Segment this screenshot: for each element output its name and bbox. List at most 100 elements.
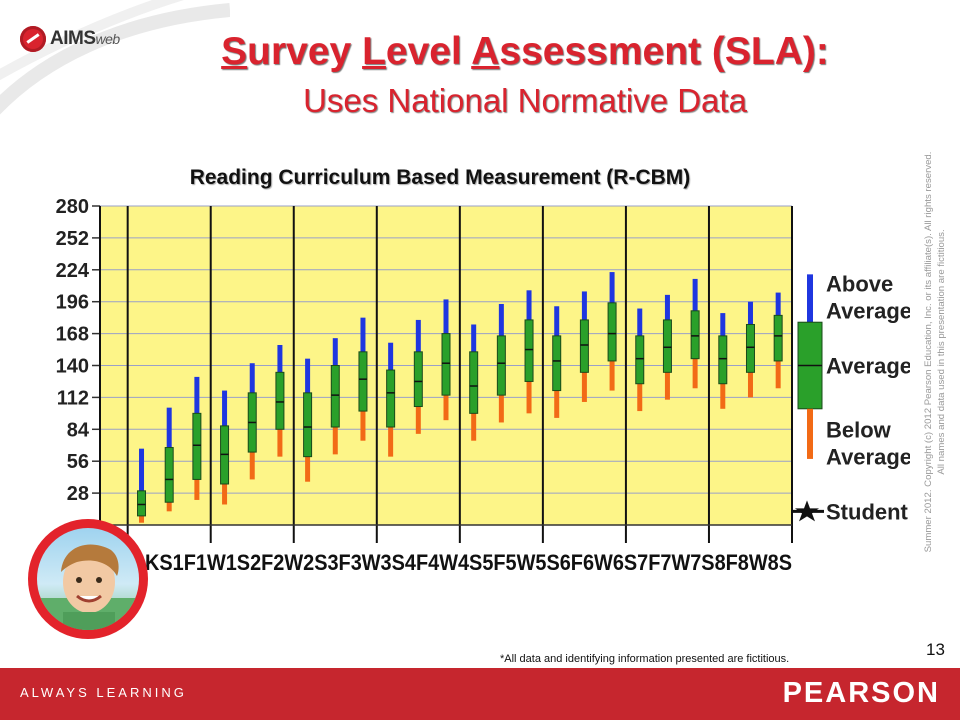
y-tick-label: 252 — [56, 228, 89, 250]
above-average-whisker — [166, 407, 172, 448]
below-average-whisker — [222, 483, 228, 505]
y-tick-label: 84 — [67, 419, 90, 441]
footer-tagline: ALWAYS LEARNING — [20, 685, 187, 700]
average-box — [635, 335, 645, 385]
legend-below-swatch — [807, 408, 813, 459]
y-tick-label: 28 — [67, 483, 89, 505]
above-average-whisker — [498, 303, 504, 336]
below-average-whisker — [332, 427, 338, 455]
above-average-whisker — [609, 272, 615, 303]
above-average-whisker — [471, 324, 477, 352]
above-average-whisker — [720, 313, 726, 336]
above-average-whisker — [388, 342, 394, 371]
average-box — [413, 351, 423, 408]
fictitious-data-footnote: *All data and identifying information pr… — [500, 653, 790, 665]
aimsweb-logo-text: AIMSweb — [50, 28, 120, 49]
average-box — [662, 319, 672, 373]
below-average-whisker — [498, 395, 504, 423]
rcbm-chart: 28 56 84 112 140 168 196 224 252 280 KS1F1W1S2F2W2… — [56, 196, 910, 575]
below-average-whisker — [249, 452, 255, 480]
footer-bar: ALWAYS LEARNING PEARSON — [0, 668, 960, 720]
above-average-whisker — [415, 319, 421, 352]
aimsweb-logo: AIMSweb — [20, 26, 120, 52]
above-average-whisker — [305, 358, 311, 393]
above-average-whisker — [581, 291, 587, 320]
slide-title: Survey Level Assessment (SLA): — [221, 30, 829, 73]
average-box — [773, 314, 783, 362]
legend-label-below-average: Below — [826, 417, 892, 442]
above-average-whisker — [664, 294, 670, 320]
legend-label-student: Student — [826, 499, 909, 524]
below-average-whisker — [194, 479, 200, 500]
below-average-whisker — [692, 358, 698, 389]
below-average-whisker — [277, 429, 283, 457]
below-average-whisker — [720, 383, 726, 409]
legend-label-above-average: Above — [826, 271, 893, 296]
below-average-whisker — [581, 372, 587, 402]
average-box — [745, 323, 755, 373]
above-average-whisker — [554, 306, 560, 336]
average-box — [524, 319, 534, 382]
above-average-whisker — [775, 292, 781, 316]
average-box — [607, 302, 617, 362]
y-tick-label: 280 — [56, 196, 89, 218]
average-box — [192, 412, 202, 480]
below-average-whisker — [637, 383, 643, 412]
chart-title: Reading Curriculum Based Measurement (R-… — [189, 166, 691, 189]
average-box — [469, 351, 479, 414]
y-tick-label: 196 — [56, 292, 89, 314]
y-tick-label: 112 — [57, 387, 89, 409]
student-portrait-image — [37, 544, 139, 630]
legend-student-star — [795, 500, 819, 522]
above-average-whisker — [747, 301, 753, 325]
above-average-whisker — [443, 299, 449, 334]
above-average-whisker — [692, 278, 698, 311]
average-box — [330, 365, 340, 428]
above-average-whisker — [222, 390, 228, 426]
legend-label-below-average: Average — [826, 444, 910, 469]
pearson-logo-text: PEARSON — [782, 677, 940, 709]
average-box — [441, 333, 451, 396]
below-average-whisker — [139, 515, 145, 523]
average-box — [275, 371, 285, 430]
below-average-whisker — [747, 372, 753, 398]
y-tick-label: 140 — [56, 356, 89, 378]
average-box — [690, 310, 700, 360]
below-average-whisker — [609, 360, 615, 391]
average-box — [552, 335, 562, 392]
average-box — [386, 369, 396, 428]
below-average-whisker — [526, 381, 532, 414]
below-average-whisker — [166, 502, 172, 512]
average-box — [579, 319, 589, 373]
copyright-note: Summer 2012. Copyright (c) 2012 Pearson … — [922, 92, 952, 612]
y-tick-label: 224 — [56, 260, 90, 282]
average-box — [164, 447, 174, 503]
y-tick-label: 56 — [67, 451, 89, 473]
legend-label-above-average: Average — [826, 298, 910, 323]
above-average-whisker — [526, 290, 532, 320]
below-average-whisker — [305, 456, 311, 482]
below-average-whisker — [360, 411, 366, 441]
below-average-whisker — [775, 360, 781, 389]
student-photo — [28, 519, 148, 639]
average-box — [137, 490, 147, 517]
below-average-whisker — [664, 372, 670, 400]
aimsweb-logo-icon — [20, 26, 46, 52]
below-average-whisker — [415, 406, 421, 434]
average-box — [496, 335, 506, 396]
below-average-whisker — [554, 390, 560, 418]
below-average-whisker — [388, 427, 394, 457]
page-number: 13 — [926, 640, 945, 659]
above-average-whisker — [139, 448, 145, 491]
x-axis-labels: KS1F1W1S2F2W2S3F3W3S4F4W4S5F5W5S6F6W6S7F… — [145, 550, 792, 575]
legend-label-average: Average — [826, 354, 910, 379]
average-box — [303, 392, 313, 458]
legend-above-swatch — [807, 274, 813, 323]
slide-subtitle: Uses National Normative Data — [303, 82, 747, 119]
y-tick-label: 168 — [56, 324, 89, 346]
below-average-whisker — [443, 395, 449, 421]
average-box — [718, 335, 728, 385]
average-box — [358, 351, 368, 412]
above-average-whisker — [332, 338, 338, 366]
above-average-whisker — [249, 363, 255, 393]
